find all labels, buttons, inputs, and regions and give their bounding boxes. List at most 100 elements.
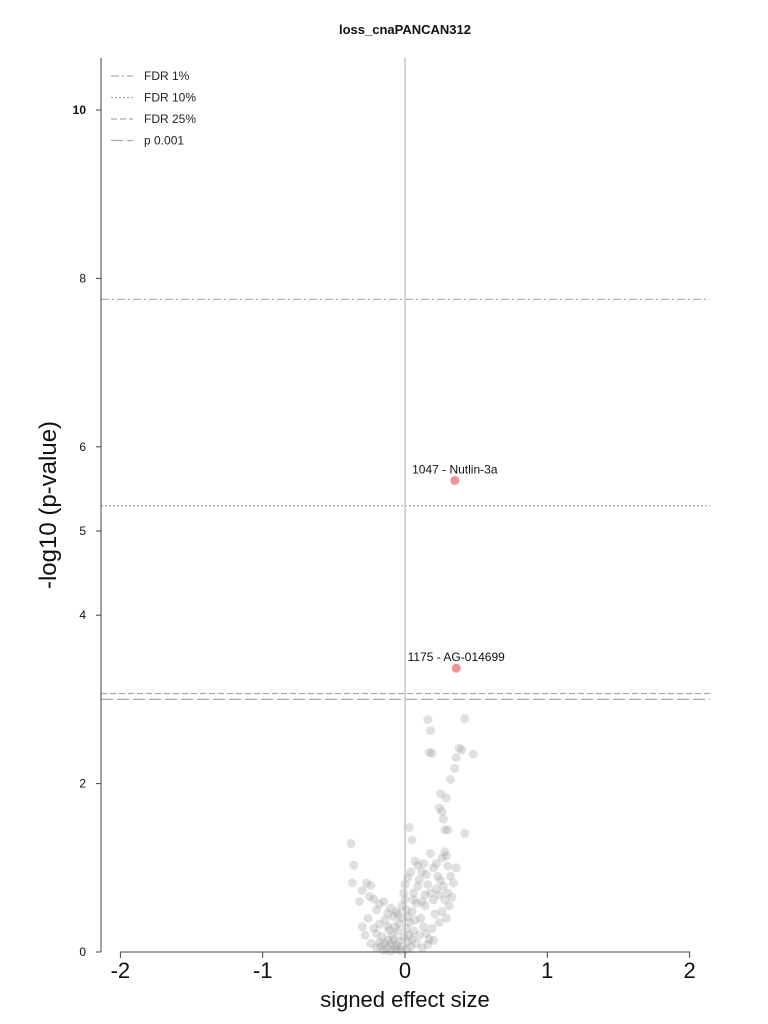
legend-label: p 0.001 [144,134,184,148]
data-point [460,714,470,724]
data-point [419,922,428,932]
data-point [440,825,450,835]
legend-label: FDR 25% [144,112,196,126]
data-point [443,888,453,898]
data-point [447,892,457,902]
data-point [429,935,438,945]
data-point [407,907,417,917]
data-point [411,898,421,908]
data-point [349,860,359,870]
data-point [372,929,381,938]
data-point [389,912,399,922]
data-point [441,793,451,803]
legend: FDR 1% FDR 10% FDR 25% p 0.001 [111,69,196,148]
data-point [441,913,451,923]
x-tick-label: 2 [683,958,695,983]
data-point [409,895,418,905]
data-point [434,803,444,813]
data-point [403,912,413,922]
data-point [450,763,460,773]
data-point [357,886,367,895]
data-point [433,871,443,881]
data-point [389,934,399,944]
data-point [403,937,413,947]
data-point [366,881,376,890]
data-point [430,909,440,919]
data-point [394,936,404,946]
y-tick-label: 8 [79,271,86,285]
data-point [427,923,437,933]
data-point [438,881,448,891]
data-point [460,828,470,838]
data-point [374,899,384,909]
chart-title: loss_cnaPANCAN312 [339,22,471,37]
y-axis-label: -log10 (p-value) [35,421,62,589]
data-point [437,853,447,863]
data-point [393,926,403,936]
data-point [383,922,393,932]
data-point [406,867,416,877]
data-point [386,946,396,956]
data-point [436,789,446,799]
data-point [424,934,434,944]
data-point [424,747,434,757]
data-point [409,888,418,898]
data-point [399,932,409,942]
data-point [401,923,411,933]
data-point [414,930,424,940]
data-point [369,894,379,904]
highlighted-points: 1047 - Nutlin-3a 1175 - AG-014699 [408,462,505,673]
data-point [427,748,437,758]
highlighted-point [451,663,461,673]
data-point [376,941,386,951]
data-point [446,871,455,881]
data-point [404,918,414,927]
x-axis-ticks: -2 -1 0 1 2 [111,952,696,983]
data-point [446,774,455,784]
data-point [380,939,390,949]
data-point [423,939,433,949]
point-annotation: 1047 - Nutlin-3a [412,462,498,476]
data-point [362,878,372,888]
y-tick-label: 0 [79,945,86,959]
data-point [443,825,453,835]
data-point [426,726,436,736]
data-point [451,753,461,762]
data-point [413,881,423,891]
data-point [383,935,393,945]
data-point [426,849,436,858]
data-point [379,897,389,906]
data-point [372,943,381,953]
data-point [410,856,420,866]
data-point [355,897,364,906]
data-point [417,943,427,953]
data-point [383,908,393,918]
data-point [423,715,433,725]
highlighted-point [450,475,460,485]
data-point [363,913,373,923]
data-point [401,905,411,915]
data-point [394,918,404,928]
data-point [380,915,390,925]
data-point [397,913,407,923]
data-point [436,875,446,885]
data-point [401,945,411,954]
y-tick-label: 5 [79,524,86,538]
data-point [400,895,410,905]
data-point [454,743,464,753]
legend-label: FDR 1% [144,69,190,83]
data-point [414,875,424,885]
data-point [417,867,427,877]
data-point [392,907,401,917]
data-point [374,937,384,947]
data-point [346,838,356,848]
data-point [438,814,448,824]
data-point [468,749,478,759]
x-tick-label: -2 [111,958,131,983]
data-point [443,861,453,871]
data-point [440,895,450,905]
data-point [407,835,417,845]
data-point [420,901,430,911]
data-point [379,945,389,955]
